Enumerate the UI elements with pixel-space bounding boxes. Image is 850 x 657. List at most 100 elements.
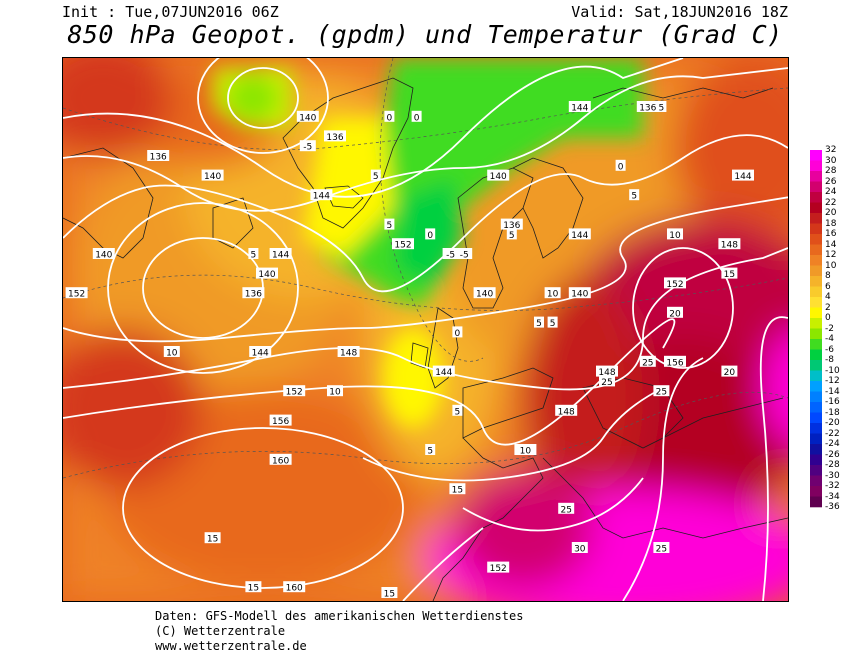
svg-text:144: 144 (252, 349, 269, 359)
color-scale-label: -12 (825, 376, 840, 386)
svg-text:-5: -5 (303, 143, 312, 153)
color-scale-swatch (810, 412, 822, 424)
temperature-label: 15 (381, 587, 398, 600)
color-scale-swatch (810, 328, 822, 340)
color-scale-swatch (810, 223, 822, 235)
svg-text:25: 25 (656, 388, 667, 398)
color-scale-swatch (810, 454, 822, 466)
credit-line: (C) Wetterzentrale (155, 624, 286, 638)
svg-text:10: 10 (166, 349, 178, 359)
temperature-label: 15 (245, 581, 262, 594)
temperature-label: 25 (599, 375, 615, 388)
svg-text:25: 25 (560, 505, 571, 515)
temperature-label: 25 (653, 385, 670, 398)
color-scale-swatch (810, 391, 822, 403)
geopotential-label: 148 (555, 404, 578, 417)
svg-text:10: 10 (669, 231, 681, 241)
color-scale-swatch (810, 360, 822, 371)
geopotential-label: 140 (487, 169, 510, 182)
color-scale-label: -18 (825, 407, 840, 418)
geopotential-label: 136 (500, 218, 523, 231)
temperature-label: 25 (653, 542, 670, 555)
color-scale-swatch (810, 444, 822, 455)
color-scale-label: -14 (825, 386, 840, 397)
color-scale-label: -22 (825, 428, 840, 439)
geopotential-label: 160 (283, 581, 306, 594)
color-scale-label: -20 (825, 418, 840, 428)
color-scale-label: -30 (825, 470, 840, 481)
color-scale-swatch (810, 318, 822, 329)
svg-text:140: 140 (204, 172, 221, 182)
color-scale-swatch (810, 202, 822, 214)
geopotential-label: 152 (487, 561, 510, 574)
temperature-label: 15 (449, 483, 466, 496)
svg-text:136: 136 (503, 221, 520, 231)
svg-text:144: 144 (435, 368, 452, 378)
temperature-label: 5 (452, 404, 463, 417)
temperature-label: 10 (163, 346, 180, 359)
color-scale-swatch (810, 486, 822, 497)
svg-text:0: 0 (414, 113, 420, 123)
color-scale-label: -10 (825, 365, 840, 376)
color-scale-swatch (810, 244, 822, 256)
color-scale-label: 12 (825, 250, 837, 260)
color-scale-swatch (810, 181, 822, 193)
temperature-label: 20 (667, 306, 683, 319)
color-scale-swatch (810, 433, 822, 445)
geopotential-label: 148 (718, 238, 741, 251)
temperature-label: 10 (667, 228, 683, 241)
svg-text:10: 10 (520, 447, 532, 457)
temperature-label: 5 (425, 444, 436, 457)
svg-text:140: 140 (490, 172, 507, 182)
temperature-label: 5 (248, 248, 259, 261)
geopotential-label: 144 (568, 101, 591, 114)
svg-text:15: 15 (452, 486, 463, 496)
temperature-label: 10 (327, 385, 343, 398)
temperature-label: 10 (544, 287, 561, 300)
svg-text:5: 5 (536, 319, 542, 329)
temperature-field (63, 58, 788, 601)
svg-text:152: 152 (286, 388, 303, 398)
color-scale-swatch (810, 465, 822, 476)
svg-text:5: 5 (550, 319, 556, 329)
color-scale-label: 28 (825, 166, 837, 176)
svg-text:5: 5 (387, 221, 393, 231)
color-scale-label: 20 (825, 208, 837, 218)
geopotential-label: 152 (283, 385, 306, 398)
color-scale-swatch (810, 297, 822, 308)
color-scale-label: 24 (825, 187, 837, 197)
geopotential-label: 140 (296, 110, 319, 123)
svg-text:15: 15 (384, 590, 395, 600)
color-scale-label: -36 (825, 502, 840, 512)
svg-text:25: 25 (642, 358, 653, 368)
svg-text:10: 10 (547, 290, 559, 300)
color-scale-swatch (810, 234, 822, 245)
color-scale-swatch (810, 276, 822, 287)
weather-map: 136 140 140 136 140 152 144 144 140 136 152 136 140 1… (62, 57, 789, 602)
color-scale-label: 6 (825, 281, 831, 292)
svg-text:5: 5 (455, 407, 461, 417)
geopotential-label: 152 (392, 238, 414, 251)
svg-text:160: 160 (286, 584, 303, 594)
geopotential-label: 140 (92, 248, 115, 261)
color-scale-label: 0 (825, 313, 831, 323)
svg-text:0: 0 (455, 329, 461, 339)
geopotential-label: 144 (568, 228, 591, 241)
color-scale-label: -24 (825, 439, 840, 449)
geopotential-label: 152 (664, 277, 686, 290)
color-scale-label: 22 (825, 197, 837, 208)
temperature-label: -5 (442, 248, 459, 261)
svg-text:144: 144 (571, 231, 588, 241)
color-scale-label: -28 (825, 460, 840, 470)
svg-text:15: 15 (207, 535, 218, 545)
map-title: 850 hPa Geopot. (gpdm) und Temperatur (G… (67, 20, 783, 49)
geopotential-label: 136 (324, 130, 346, 143)
temperature-label: 5 (506, 228, 517, 241)
svg-text:144: 144 (313, 192, 330, 202)
svg-text:140: 140 (258, 270, 275, 280)
svg-text:152: 152 (394, 241, 411, 251)
color-scale-swatch (810, 339, 822, 350)
svg-text:156: 156 (666, 358, 683, 368)
color-scale-swatch (810, 381, 822, 392)
